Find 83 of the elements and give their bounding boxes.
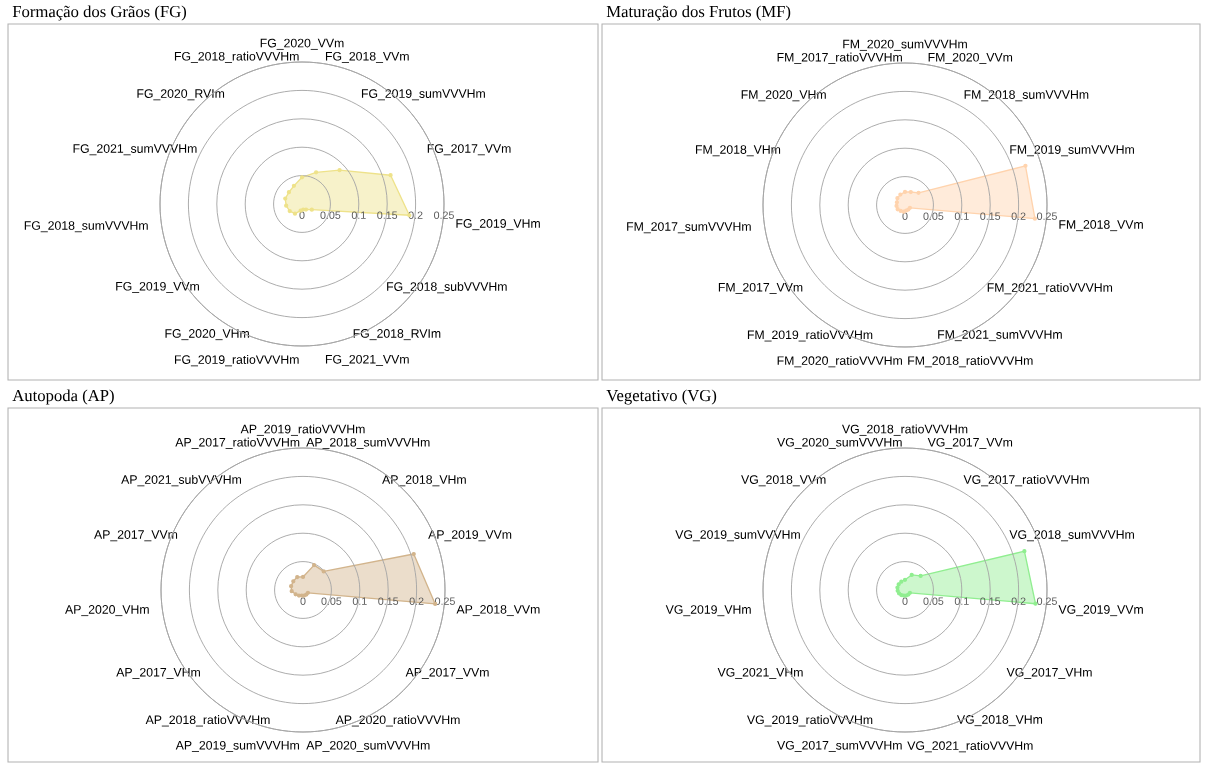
spoke-label: VG_2018_sumVVVHm [1009,530,1134,542]
spoke-label: VG_2017_sumVVVHm [777,740,902,752]
y-tick-label: 0.2 [409,597,424,605]
spoke-label: VG_2017_ratioVVVHm [963,474,1089,487]
spoke-label: AP_2020_ratioVVVHm [335,715,460,727]
spoke-label: FG_2021_sumVVVHm [73,144,197,156]
spoke-label: AP_2021_subVVVHm [121,474,241,487]
spoke-label: AP_2018_VHm [382,475,466,487]
chart-title: Vegetativo (VG) [606,389,717,405]
spoke-label: FM_2019_ratioVVVHm [747,330,873,342]
y-tick-label: 0.05 [321,597,342,605]
spoke-label: VG_2019_VHm [665,605,751,617]
spoke-label: FG_2019_sumVVVHm [361,89,485,101]
y-tick-label: 0 [902,597,908,605]
y-tick-label: 0.1 [351,211,366,219]
spoke-label: FM_2018_ratioVVVHm [908,355,1033,368]
spoke-label: FM_2017_sumVVVHm [627,222,751,234]
spoke-label: FG_2018_sumVVVHm [24,221,148,233]
y-tick-label: 0.05 [923,212,944,220]
spoke-label: FG_2019_VVm [116,281,199,293]
y-tick-label: 0 [300,597,306,605]
spoke-label: AP_2018_sumVVVHm [306,437,430,449]
spoke-label: AP_2017_ratioVVVHm [175,437,300,449]
spoke-label: FG_2020_VVm [260,38,344,50]
spoke-label: VG_2017_VHm [1006,667,1092,679]
spoke-label: FG_2018_RVIm [353,329,441,341]
spoke-label: VG_2019_sumVVVHm [675,530,800,542]
spoke-label: VG_2019_VVm [1058,605,1143,617]
y-tick-label: 0.1 [954,212,969,220]
spoke-label: AP_2019_sumVVVHm [175,740,299,752]
y-tick-label: 0 [299,211,305,219]
y-tick-label: 0.25 [434,211,454,219]
spoke-label: FM_2018_sumVVVHm [964,90,1089,102]
spoke-label: FG_2020_RVIm [137,89,225,101]
spoke-label: AP_2020_sumVVVHm [306,740,430,752]
spoke-label: VG_2018_VVm [741,475,826,487]
spoke-label: VG_2018_ratioVVVHm [842,424,968,436]
y-tick-label: 0.1 [954,597,969,605]
spoke-label: FG_2017_VVm [427,144,511,156]
chart-title: Autopoda (AP) [12,389,114,405]
spoke-label: VG_2021_VHm [717,667,803,679]
y-tick-label: 0.05 [320,211,341,219]
y-tick-label: 0.25 [1037,597,1057,605]
spoke-label: VG_2017_VVm [927,437,1013,449]
spoke-label: FG_2020_VHm [165,329,249,341]
spoke-label: FM_2020_VHm [741,90,826,102]
spoke-label: AP_2019_VVm [428,530,512,542]
spoke-label: FG_2021_VVm [325,354,409,366]
y-tick-label: 0.25 [1037,212,1057,220]
spoke-label: FM_2020_ratioVVVHm [777,355,902,368]
spoke-label: FM_2020_sumVVVHm [843,39,967,51]
spoke-label: AP_2018_VVm [456,605,540,617]
y-tick-label: 0 [902,212,908,220]
spoke-label: FM_2021_ratioVVVHm [987,282,1113,295]
spoke-label: FM_2020_VVm [928,52,1013,64]
spoke-label: FM_2018_VHm [696,145,781,157]
spoke-label: AP_2017_VVm [405,667,489,679]
spoke-label: AP_2019_ratioVVVHm [240,424,365,436]
spoke-label: VG_2020_sumVVVHm [777,437,902,449]
spoke-label: FG_2018_ratioVVVHm [174,51,299,63]
y-tick-label: 0.2 [1011,597,1026,605]
spoke-label: AP_2020_VHm [65,605,149,617]
y-tick-label: 0.05 [923,597,944,605]
y-tick-label: 0.2 [1011,212,1026,220]
spoke-label: VG_2018_VHm [957,715,1043,727]
spoke-label: FG_2019_ratioVVVHm [175,354,299,367]
spoke-label: AP_2017_VHm [116,667,200,679]
spoke-label: VG_2019_ratioVVVHm [746,715,873,727]
spoke-label: VG_2021_ratioVVVHm [907,740,1033,753]
chart-title: Maturação dos Frutos (MF) [606,5,791,21]
spoke-label: FM_2021_sumVVVHm [938,330,1062,342]
y-tick-label: 0.15 [980,212,1001,220]
spoke-label: FM_2019_sumVVVHm [1010,145,1134,157]
spoke-label: AP_2017_VVm [94,530,178,542]
spoke-label: FG_2018_VVm [325,51,409,63]
spoke-label: FM_2018_VVm [1059,220,1143,232]
y-tick-label: 0.1 [352,597,367,605]
spoke-label: FG_2018_subVVVHm [387,281,507,294]
spoke-label: AP_2018_ratioVVVHm [145,715,270,727]
chart-title: Formação dos Grãos (FG) [12,5,187,21]
spoke-label: FG_2019_VHm [456,219,540,231]
spoke-label: FM_2017_VVm [718,282,803,294]
spoke-label: FM_2017_ratioVVVHm [777,52,902,64]
